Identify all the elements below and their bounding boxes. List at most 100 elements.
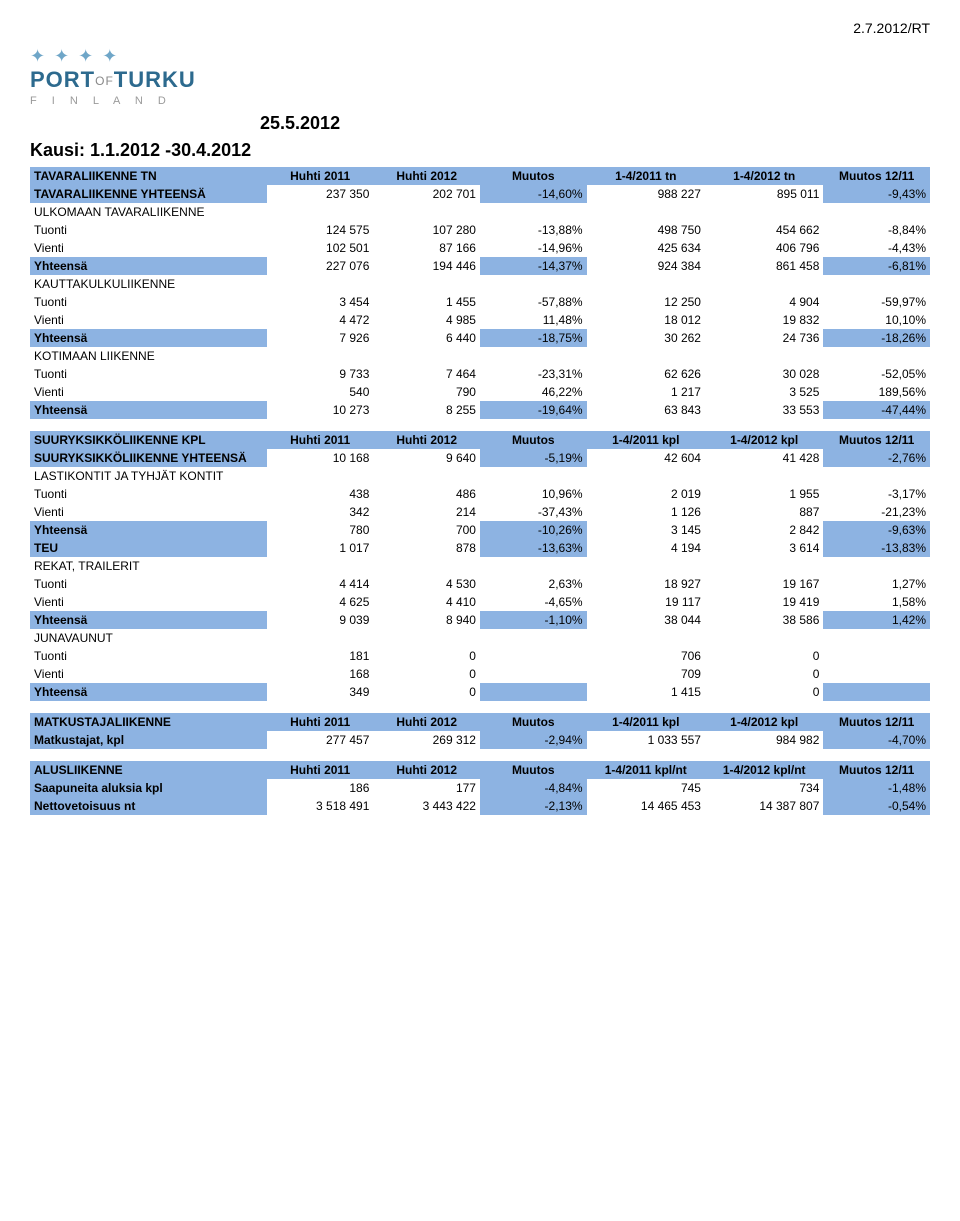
cell: 87 166 (373, 239, 480, 257)
cell: 1 217 (587, 383, 705, 401)
cell: 194 446 (373, 257, 480, 275)
cell: Muutos (480, 431, 587, 449)
cell: 1-4/2012 kpl (705, 431, 823, 449)
cell: 14 387 807 (705, 797, 823, 815)
cell: Yhteensä (30, 683, 267, 701)
cell: 1 455 (373, 293, 480, 311)
table-row: Yhteensä7 9266 440-18,75%30 26224 736-18… (30, 329, 930, 347)
cell: 3 518 491 (267, 797, 374, 815)
cell: 41 428 (705, 449, 823, 467)
table-row: Matkustajat, kpl277 457269 312-2,94%1 03… (30, 731, 930, 749)
table-row: Vienti4 6254 410-4,65%19 11719 4191,58% (30, 593, 930, 611)
cell: 3 443 422 (373, 797, 480, 815)
cell: TAVARALIIKENNE YHTEENSÄ (30, 185, 267, 203)
cell: Vienti (30, 239, 267, 257)
cell: Yhteensä (30, 329, 267, 347)
cell: Huhti 2011 (267, 713, 374, 731)
table-row: Yhteensä34901 4150 (30, 683, 930, 701)
cell: 202 701 (373, 185, 480, 203)
logo-subtitle: F I N L A N D (30, 95, 930, 107)
cell: 1-4/2012 kpl/nt (705, 761, 823, 779)
table-row: Tuonti43848610,96%2 0191 955-3,17% (30, 485, 930, 503)
cell: 0 (373, 683, 480, 701)
cell: 1-4/2011 kpl/nt (587, 761, 705, 779)
cell: Nettovetoisuus nt (30, 797, 267, 815)
table-row: Tuonti124 575107 280-13,88%498 750454 66… (30, 221, 930, 239)
table-alusliikenne: ALUSLIIKENNEHuhti 2011Huhti 2012Muutos1-… (30, 761, 930, 815)
cell: 1,42% (823, 611, 930, 629)
cell: 861 458 (705, 257, 823, 275)
cell: 1-4/2011 kpl (587, 713, 705, 731)
cell: Muutos 12/11 (823, 713, 930, 731)
cell: -13,88% (480, 221, 587, 239)
cell: Vienti (30, 593, 267, 611)
cell: 38 044 (587, 611, 705, 629)
cell: 19 167 (705, 575, 823, 593)
cell: Yhteensä (30, 521, 267, 539)
cell: -21,23% (823, 503, 930, 521)
cell: 878 (373, 539, 480, 557)
cell: 38 586 (705, 611, 823, 629)
cell: 984 982 (705, 731, 823, 749)
cell: -18,75% (480, 329, 587, 347)
report-period: Kausi: 1.1.2012 -30.4.2012 (30, 140, 930, 161)
cell: 734 (705, 779, 823, 797)
cell: Muutos 12/11 (823, 167, 930, 185)
cell: 454 662 (705, 221, 823, 239)
table-row: Yhteensä227 076194 446-14,37%924 384861 … (30, 257, 930, 275)
cell: Yhteensä (30, 257, 267, 275)
cell: 790 (373, 383, 480, 401)
cell: SUURYKSIKKÖLIIKENNE KPL (30, 431, 267, 449)
cell: 924 384 (587, 257, 705, 275)
cell: 2 842 (705, 521, 823, 539)
cell: 425 634 (587, 239, 705, 257)
cell: Saapuneita aluksia kpl (30, 779, 267, 797)
cell (823, 647, 930, 665)
table-tavaraliikenne: TAVARALIIKENNE TNHuhti 2011Huhti 2012Muu… (30, 167, 930, 419)
cell: 498 750 (587, 221, 705, 239)
table-row: SUURYKSIKKÖLIIKENNE YHTEENSÄ10 1689 640-… (30, 449, 930, 467)
cell: 46,22% (480, 383, 587, 401)
cell: 540 (267, 383, 374, 401)
cell: 988 227 (587, 185, 705, 203)
cell: -6,81% (823, 257, 930, 275)
cell: 1 415 (587, 683, 705, 701)
cell: -18,26% (823, 329, 930, 347)
cell: TEU (30, 539, 267, 557)
cell: Muutos 12/11 (823, 761, 930, 779)
cell: 4 985 (373, 311, 480, 329)
cell: 780 (267, 521, 374, 539)
cell: 0 (705, 683, 823, 701)
cell: 12 250 (587, 293, 705, 311)
cell: 10,96% (480, 485, 587, 503)
cell: 10 168 (267, 449, 374, 467)
cell: MATKUSTAJALIIKENNE (30, 713, 267, 731)
cell: -10,26% (480, 521, 587, 539)
cell: 745 (587, 779, 705, 797)
cell: ULKOMAAN TAVARALIIKENNE (30, 203, 930, 221)
cell: 1 955 (705, 485, 823, 503)
cell: 0 (373, 647, 480, 665)
cell: 214 (373, 503, 480, 521)
cell: -14,60% (480, 185, 587, 203)
cell: 3 525 (705, 383, 823, 401)
table-row: ALUSLIIKENNEHuhti 2011Huhti 2012Muutos1-… (30, 761, 930, 779)
cell: 168 (267, 665, 374, 683)
cell: KOTIMAAN LIIKENNE (30, 347, 930, 365)
cell: 1-4/2012 tn (705, 167, 823, 185)
cell: 709 (587, 665, 705, 683)
table-row: SUURYKSIKKÖLIIKENNE KPLHuhti 2011Huhti 2… (30, 431, 930, 449)
cell: -5,19% (480, 449, 587, 467)
cell: LASTIKONTIT JA TYHJÄT KONTIT (30, 467, 930, 485)
table-matkustaja: MATKUSTAJALIIKENNEHuhti 2011Huhti 2012Mu… (30, 713, 930, 749)
cell: 18 012 (587, 311, 705, 329)
cell: 186 (267, 779, 374, 797)
cell: Muutos (480, 167, 587, 185)
cell: 237 350 (267, 185, 374, 203)
cell: Tuonti (30, 221, 267, 239)
cell: -2,94% (480, 731, 587, 749)
cell: 7 926 (267, 329, 374, 347)
cell: -59,97% (823, 293, 930, 311)
table-row: TAVARALIIKENNE YHTEENSÄ237 350202 701-14… (30, 185, 930, 203)
doc-ref: 2.7.2012/RT (30, 20, 930, 36)
